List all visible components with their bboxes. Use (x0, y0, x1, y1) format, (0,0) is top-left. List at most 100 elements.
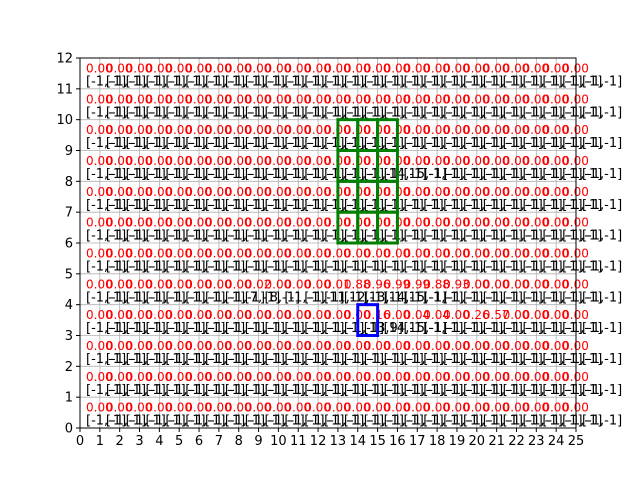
cell-value: 0.00 (225, 370, 252, 384)
cell-label: [-1,-1] (106, 259, 146, 274)
cell-label: [-1,-1] (582, 74, 622, 89)
cell-value: 0.00 (284, 216, 311, 230)
cell-value: 0.00 (265, 277, 292, 291)
cell-value: 0.00 (165, 370, 192, 384)
cell-label: [-1,-1] (522, 105, 562, 120)
cell-value: 0.00 (284, 246, 311, 260)
cell-label: [-1,-1] (503, 167, 543, 182)
cell-label: [-1,-1] (364, 167, 404, 182)
cell-value: 0.00 (483, 92, 510, 106)
cell-value: 0.00 (146, 61, 173, 75)
cell-value: 0.00 (106, 185, 133, 199)
cell-label: [-1,-1] (522, 321, 562, 336)
cell-value: 0.00 (423, 123, 450, 137)
cell-value: 0.00 (245, 339, 272, 353)
cell-value: 0.00 (165, 277, 192, 291)
cell-value: 0.00 (522, 92, 549, 106)
x-tick-label: 0 (76, 434, 84, 449)
cell-label: [-1,-1] (463, 74, 503, 89)
cell-value: 0.00 (86, 216, 113, 230)
cell-label: [-1,-1] (384, 74, 424, 89)
cell-label: [-1,-1] (463, 383, 503, 398)
cell-value: 0.00 (205, 154, 232, 168)
cell-label: [-1,-1] (304, 321, 344, 336)
cell-value: 0.00 (205, 339, 232, 353)
cell-label: [-1,-1] (522, 414, 562, 429)
cell-label: [-1,-1] (225, 136, 265, 151)
cell-label: [-1,-1] (86, 167, 126, 182)
cell-label: [-1,-1] (582, 290, 622, 305)
cell-value: 0.00 (423, 216, 450, 230)
cell-value: 0.00 (542, 246, 569, 260)
cell-value: 0.00 (344, 246, 371, 260)
cell-label: [-1,-1] (284, 105, 324, 120)
cell-value: 0.00 (265, 154, 292, 168)
cell-label: [-1,-1] (503, 136, 543, 151)
cell-value: 0.00 (146, 370, 173, 384)
cell-label: [-1,-1] (225, 74, 265, 89)
x-tick-label: 8 (235, 434, 243, 449)
x-tick-label: 17 (409, 434, 426, 449)
cell-value: 0.00 (542, 154, 569, 168)
cell-value: 0.00 (483, 123, 510, 137)
cell-label: [-1,-1] (403, 74, 443, 89)
cell-value: 0.00 (106, 401, 133, 415)
cell-value: 0.00 (146, 246, 173, 260)
y-tick-label: 9 (65, 144, 73, 159)
cell-value: 0.00 (265, 308, 292, 322)
y-tick-label: 12 (56, 52, 73, 67)
cell-label: [-1,-1] (324, 74, 364, 89)
cell-value: 0.00 (106, 154, 133, 168)
cell-label: [-1,-1] (205, 198, 245, 213)
cell-label: [-1,-1] (185, 74, 225, 89)
cell-label: [-1,-1] (106, 136, 146, 151)
cell-value: 0.00 (146, 277, 173, 291)
x-tick-label: 7 (215, 434, 223, 449)
cell-label: [-1,-1] (86, 383, 126, 398)
cell-value: 0.99 (403, 277, 430, 291)
cell-label: [-1,-1] (126, 74, 166, 89)
cell-label: [-1,-1] (265, 321, 305, 336)
cell-label: [-1,-1] (106, 290, 146, 305)
cell-label: [-1,-1] (146, 321, 186, 336)
cell-value: 0.00 (384, 339, 411, 353)
cell-label: [-1,-1] (304, 229, 344, 244)
cell-value: 0.00 (403, 154, 430, 168)
cell-label: [-1,-1] (483, 352, 523, 367)
x-tick-label: 15 (369, 434, 386, 449)
cell-label: [-1,-1] (126, 229, 166, 244)
cell-label: [-1,-1] (165, 352, 205, 367)
cell-value: 0.00 (126, 154, 153, 168)
cell-value: 0.00 (324, 308, 351, 322)
cell-value: 0.00 (324, 339, 351, 353)
cell-value: 0.00 (483, 339, 510, 353)
x-tick-label: 5 (175, 434, 183, 449)
cell-value: 0.00 (443, 246, 470, 260)
cell-value: 0.00 (542, 339, 569, 353)
cell-label: [-1,-1] (582, 229, 622, 244)
cell-label: [-1,-1] (344, 198, 384, 213)
cell-label: [-1,-1] (384, 383, 424, 398)
cell-value: 0.00 (265, 92, 292, 106)
cell-value: 0.00 (503, 216, 530, 230)
cell-value: 0.00 (304, 154, 331, 168)
cell-value: 0.00 (265, 61, 292, 75)
cell-value: 0.00 (86, 185, 113, 199)
cell-label: [-1,-1] (245, 167, 285, 182)
cell-label: [-1,-1] (185, 167, 225, 182)
cell-label: [-1,-1] (106, 321, 146, 336)
cell-label: [-1,-1] (304, 383, 344, 398)
cell-label: [-1,-1] (205, 259, 245, 274)
cell-value: 0.00 (423, 401, 450, 415)
cell-value: 0.00 (443, 216, 470, 230)
cell-value: 0.00 (384, 246, 411, 260)
cell-value: 0.00 (86, 277, 113, 291)
cell-value: 0.00 (225, 61, 252, 75)
cell-value: 0.00 (463, 401, 490, 415)
cell-value: 0.00 (542, 61, 569, 75)
cell-label: [14,-1] (384, 290, 428, 305)
cell-label: [13,9] (364, 321, 403, 336)
cell-label: [-1,-1] (165, 74, 205, 89)
cell-label: [-1,-1] (146, 259, 186, 274)
